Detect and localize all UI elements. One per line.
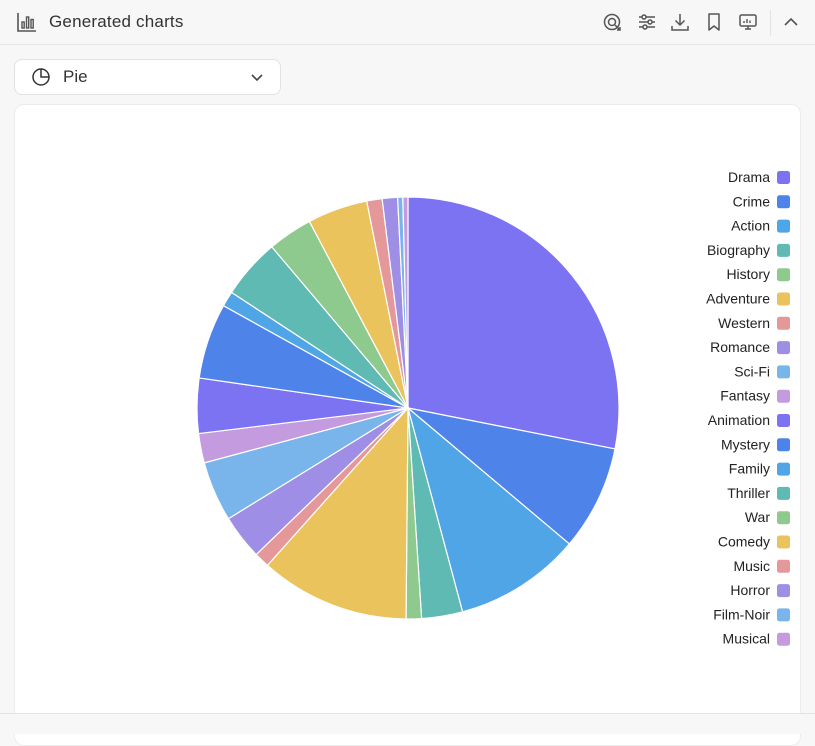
pie-chart-icon: [32, 68, 50, 86]
pie-slice-drama[interactable]: [407, 196, 620, 450]
legend-swatch[interactable]: [777, 341, 790, 355]
legend-label: Film-Noir: [713, 606, 770, 622]
legend-label: Action: [731, 218, 770, 234]
pie-slice-crime[interactable]: [407, 407, 616, 545]
panel-title: Generated charts: [49, 12, 184, 31]
legend-swatch[interactable]: [777, 171, 790, 184]
legend-swatch[interactable]: [777, 462, 790, 476]
panel-header: Generated charts: [0, 0, 815, 45]
bookmark-icon[interactable]: [703, 11, 725, 33]
pie-chart: Drama Crime Action Biography History Adventur…: [196, 169, 790, 647]
legend-label: Biography: [707, 242, 770, 258]
settings-sliders-icon[interactable]: [636, 11, 658, 33]
legend-label: Drama: [728, 169, 770, 185]
next-card-edge: [0, 713, 815, 734]
legend-label: Horror: [730, 582, 770, 598]
legend-swatch[interactable]: [777, 243, 790, 257]
pie-slice-action[interactable]: [406, 406, 571, 613]
legend-swatch[interactable]: [777, 268, 790, 282]
legend-swatch[interactable]: [777, 219, 790, 233]
bar-chart-icon: [17, 13, 36, 32]
legend-label: Sci-Fi: [734, 363, 770, 379]
legend-swatch[interactable]: [777, 559, 790, 573]
toolbar-divider: [770, 10, 771, 36]
chevron-up-icon[interactable]: [780, 11, 802, 33]
legend-label: Comedy: [718, 534, 770, 550]
legend-swatch[interactable]: [777, 486, 790, 500]
legend-swatch[interactable]: [777, 535, 790, 549]
legend-label: History: [726, 266, 770, 282]
legend-label: Thriller: [727, 485, 770, 501]
legend-label: Fantasy: [720, 388, 770, 404]
legend-label: Animation: [708, 412, 770, 428]
legend-swatch[interactable]: [777, 389, 790, 403]
legend-label: Crime: [733, 193, 771, 209]
legend-swatch[interactable]: [777, 584, 790, 598]
legend-swatch[interactable]: [777, 511, 790, 525]
legend-label: War: [745, 509, 770, 525]
refresh-target-icon[interactable]: [601, 11, 623, 33]
chart-type-value: Pie: [63, 67, 88, 86]
legend-swatch[interactable]: [777, 292, 790, 306]
present-icon[interactable]: [737, 11, 759, 33]
pie-slice-comedy[interactable]: [266, 406, 409, 620]
legend-swatch[interactable]: [777, 195, 790, 209]
chart-type-select[interactable]: Pie: [14, 59, 281, 95]
legend-swatch[interactable]: [777, 438, 790, 452]
chart-card: Drama Crime Action Biography History Adventur…: [14, 104, 801, 746]
legend-label: Romance: [710, 339, 770, 355]
legend-label: Mystery: [721, 436, 770, 452]
legend-label: Western: [718, 315, 770, 331]
legend-swatch[interactable]: [777, 316, 790, 330]
legend-label: Family: [729, 461, 770, 477]
legend-label: Musical: [723, 631, 770, 647]
legend-label: Adventure: [706, 291, 770, 307]
pie-slice-musical[interactable]: [402, 196, 409, 409]
legend-swatch[interactable]: [777, 632, 790, 646]
legend-label: Music: [733, 558, 770, 574]
legend-swatch[interactable]: [777, 608, 790, 622]
chevron-down-icon: [251, 74, 263, 82]
download-icon[interactable]: [669, 11, 691, 33]
legend-swatch[interactable]: [777, 414, 790, 427]
legend-swatch[interactable]: [777, 365, 790, 379]
